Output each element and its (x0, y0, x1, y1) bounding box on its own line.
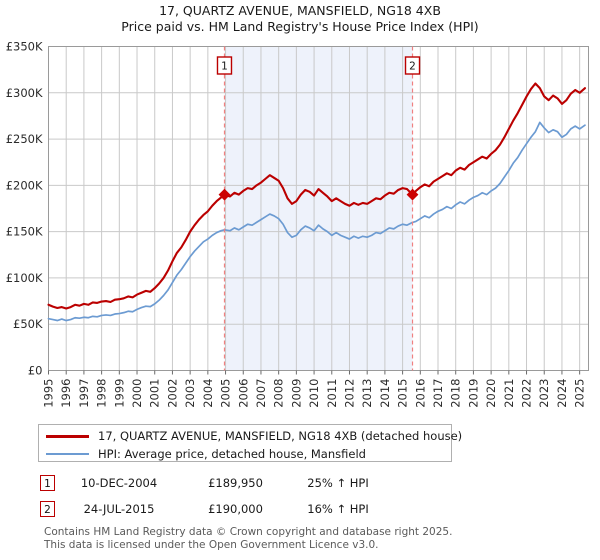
data-point-marker-2[interactable] (406, 188, 419, 201)
plot-frame (48, 46, 589, 371)
x-axis-tick-label: 2007 (254, 379, 268, 408)
transaction-price-2: £190,000 (208, 502, 263, 516)
x-axis-tick-label: 2016 (413, 379, 427, 408)
x-axis-tick-label: 2014 (378, 379, 392, 408)
transactions-table: 1 10-DEC-2004 £189,950 25% ↑ HPI 2 24-JU… (40, 470, 460, 522)
x-axis-tick-label: 2013 (360, 379, 374, 408)
x-axis-tick-label: 2017 (431, 379, 445, 408)
x-axis-tick-label: 2008 (272, 379, 286, 408)
table-row[interactable]: 1 10-DEC-2004 £189,950 25% ↑ HPI (40, 470, 460, 496)
y-axis-tick-label: £150K (6, 225, 43, 239)
legend-label-hpi: HPI: Average price, detached house, Mans… (98, 447, 366, 461)
legend-item-hpi: HPI: Average price, detached house, Mans… (46, 445, 451, 463)
x-axis-tick-label: 2001 (148, 379, 162, 408)
chart-svg: £0 £50K £100K £150K £200K £250K £300K £350K 1995… (6, 40, 589, 408)
page-subtitle: Price paid vs. HM Land Registry's House … (121, 19, 479, 34)
marker-badge-box-2[interactable] (404, 56, 421, 75)
transaction-badge-1: 1 (40, 475, 55, 491)
x-axis-tick-label: 1998 (95, 379, 109, 408)
x-axis-tick-label: 1995 (42, 379, 56, 408)
x-axis-tick-label: 2000 (130, 379, 144, 408)
table-row[interactable]: 2 24-JUL-2015 £190,000 16% ↑ HPI (40, 496, 460, 522)
chart-plot-area: £0 £50K £100K £150K £200K £250K £300K £350K 1995… (6, 40, 589, 408)
y-axis-tick-label: £300K (6, 86, 43, 100)
x-axis-tick-label: 2023 (537, 379, 551, 408)
y-axis-tick-label: £100K (6, 271, 43, 285)
x-axis-tick-label: 2018 (449, 379, 463, 408)
data-point-marker-1[interactable] (218, 188, 231, 201)
transaction-badge-2: 2 (40, 501, 55, 517)
x-axis-tick-label: 2003 (183, 379, 197, 408)
chart-title-block: 17, QUARTZ AVENUE, MANSFIELD, NG18 4XB P… (0, 3, 600, 35)
x-axis-tick-label: 2015 (396, 379, 410, 408)
x-axis-tick-label: 2012 (342, 379, 356, 408)
x-axis-tick-label: 2011 (325, 379, 339, 408)
marker-badge-label-2: 2 (409, 61, 416, 73)
transaction-date-1: 10-DEC-2004 (80, 476, 158, 490)
marker-badge-label-1: 1 (221, 61, 228, 73)
series-line-property (47, 82, 587, 310)
x-axis-tick-label: 2005 (219, 379, 233, 408)
transaction-hpi-delta-2: 16% ↑ HPI (307, 502, 369, 516)
x-axis-tick-label: 1996 (59, 379, 73, 408)
y-axis-tick-label: £250K (6, 132, 43, 146)
x-axis-tick-label: 2024 (555, 379, 569, 408)
chart-legend: 17, QUARTZ AVENUE, MANSFIELD, NG18 4XB (… (38, 424, 462, 463)
y-axis-tick-label: £200K (6, 178, 43, 192)
legend-label-property: 17, QUARTZ AVENUE, MANSFIELD, NG18 4XB (… (98, 429, 463, 443)
x-axis-tick-label: 1999 (112, 379, 126, 408)
x-axis-tick-label: 2022 (520, 379, 534, 408)
x-axis-tick-label: 2020 (484, 378, 498, 407)
y-axis-tick-label: £350K (6, 40, 43, 54)
legend-item-property: 17, QUARTZ AVENUE, MANSFIELD, NG18 4XB (… (46, 427, 462, 445)
x-axis-tick-label: 2002 (165, 379, 179, 408)
x-axis-tick-label: 2004 (201, 379, 215, 408)
x-axis-tick-label: 2006 (236, 379, 250, 408)
transaction-price-1: £189,950 (208, 476, 263, 490)
legend-swatch-hpi-icon (46, 453, 89, 455)
x-axis-tick-label: 2025 (573, 379, 587, 408)
series-line-hpi (47, 121, 586, 322)
highlighted-ownership-span (224, 46, 413, 371)
y-axis-tick-label: £0 (28, 364, 43, 378)
x-axis-tick-label: 2010 (307, 379, 321, 408)
transaction-hpi-delta-1: 25% ↑ HPI (307, 476, 369, 490)
legend-swatch-property-icon (46, 434, 89, 438)
x-axis-tick-label: 2009 (289, 379, 303, 408)
x-axis-tick-label: 2021 (502, 379, 516, 408)
transaction-date-2: 24-JUL-2015 (83, 502, 155, 516)
x-axis-tick-label: 1997 (77, 379, 91, 408)
footer-line-1: Contains HM Land Registry data © Crown c… (44, 526, 453, 538)
marker-badge-box-1[interactable] (216, 56, 233, 75)
copyright-footer: Contains HM Land Registry data © Crown c… (44, 526, 584, 551)
x-axis-tick-label: 2019 (466, 379, 480, 408)
page-title: 17, QUARTZ AVENUE, MANSFIELD, NG18 4XB (159, 3, 441, 18)
y-axis-tick-label: £50K (13, 317, 43, 331)
footer-line-2: This data is licensed under the Open Gov… (44, 538, 379, 551)
